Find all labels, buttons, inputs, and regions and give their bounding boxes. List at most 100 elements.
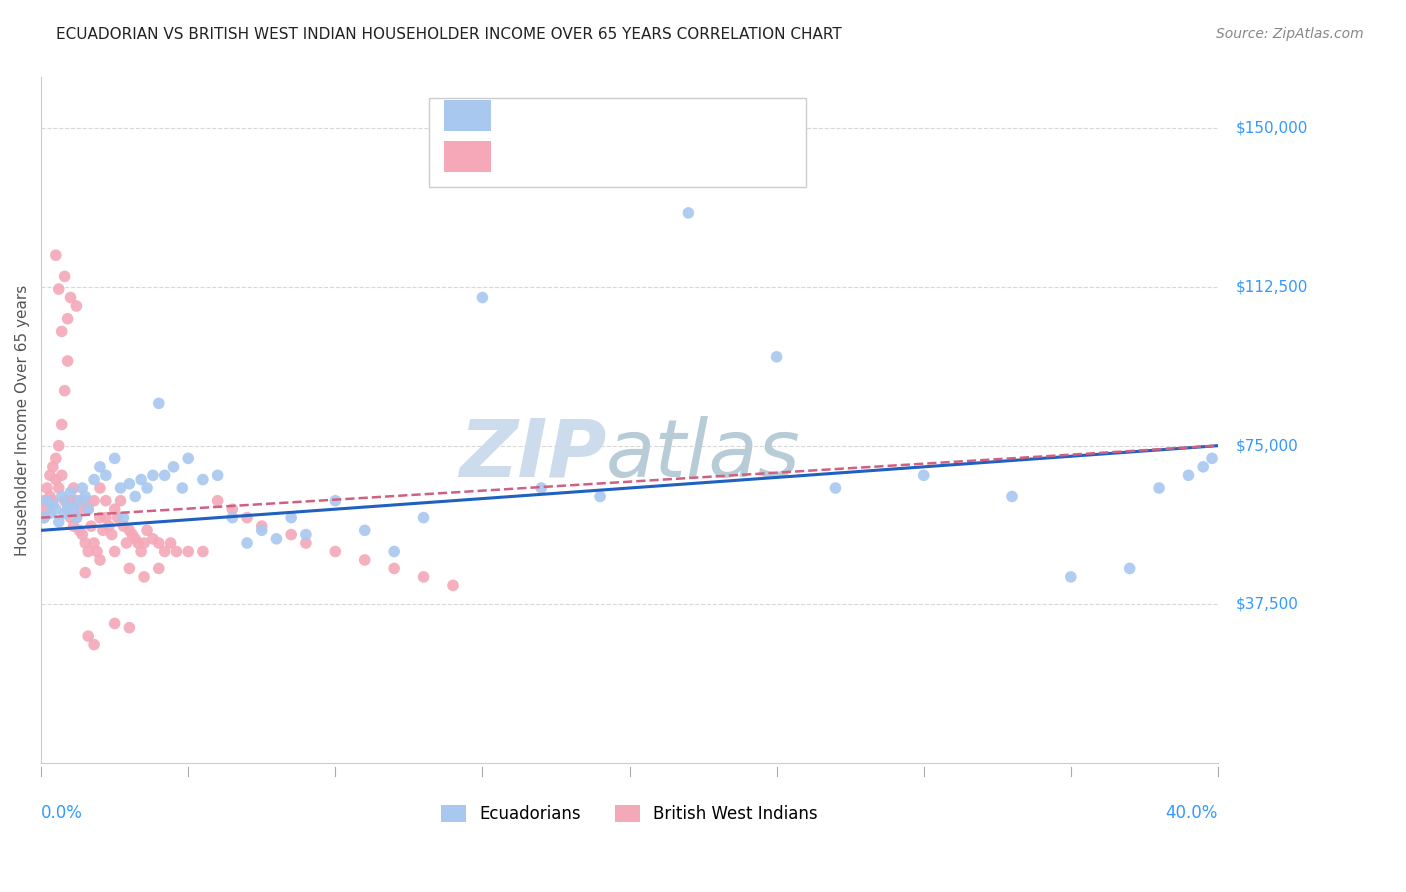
Legend: Ecuadorians, British West Indians: Ecuadorians, British West Indians [441, 805, 818, 823]
Point [162, 459, 184, 474]
Point [118, 621, 141, 635]
Point [80, 519, 103, 533]
Point [32, 493, 55, 508]
Point [32, 510, 55, 524]
Point [207, 468, 229, 483]
Point [353, 553, 375, 567]
Point [412, 570, 434, 584]
Point [441, 578, 464, 592]
Point [159, 536, 181, 550]
Point [207, 493, 229, 508]
Point [323, 493, 346, 508]
Point [75, 490, 97, 504]
Point [67, 493, 90, 508]
Point [94, 510, 117, 524]
Point [89, 510, 111, 524]
Point [45, 248, 67, 262]
Point [153, 468, 176, 483]
Point [32, 510, 55, 524]
Point [56, 498, 79, 512]
Point [124, 490, 146, 504]
Point [148, 396, 170, 410]
Point [45, 502, 67, 516]
Point [39, 507, 62, 521]
Point [142, 468, 165, 483]
Point [589, 490, 612, 504]
Point [221, 502, 243, 516]
Point [266, 532, 288, 546]
Point [94, 493, 117, 508]
Point [65, 510, 87, 524]
Point [765, 350, 787, 364]
Point [678, 206, 700, 220]
Point [280, 510, 302, 524]
Point [1177, 468, 1199, 483]
Point [112, 519, 135, 533]
Point [110, 493, 132, 508]
FancyBboxPatch shape [429, 98, 806, 187]
Point [1192, 459, 1215, 474]
Point [48, 282, 70, 296]
Point [39, 468, 62, 483]
Text: 0.0%: 0.0% [41, 805, 83, 822]
Point [67, 502, 90, 516]
Point [77, 502, 100, 516]
Point [42, 493, 65, 508]
Point [91, 524, 114, 538]
Y-axis label: Householder Income Over 65 years: Householder Income Over 65 years [15, 285, 30, 556]
Point [56, 502, 79, 516]
Point [45, 473, 67, 487]
Point [77, 544, 100, 558]
Point [530, 481, 553, 495]
Point [67, 524, 90, 538]
Point [471, 291, 494, 305]
Point [35, 502, 58, 516]
Point [221, 510, 243, 524]
Point [110, 481, 132, 495]
Point [295, 527, 318, 541]
Point [280, 527, 302, 541]
Point [39, 490, 62, 504]
Text: ZIP: ZIP [458, 416, 606, 493]
Point [72, 527, 94, 541]
Point [53, 493, 76, 508]
Point [148, 561, 170, 575]
Point [295, 536, 318, 550]
Text: R =  0.192   N = 58: R = 0.192 N = 58 [505, 106, 668, 124]
Point [62, 519, 84, 533]
Point [59, 485, 82, 500]
Text: atlas: atlas [606, 416, 801, 493]
Text: $75,000: $75,000 [1236, 438, 1298, 453]
Point [97, 519, 120, 533]
Point [65, 299, 87, 313]
Point [56, 311, 79, 326]
Point [112, 510, 135, 524]
Point [83, 473, 105, 487]
Point [83, 638, 105, 652]
Point [53, 384, 76, 398]
Point [323, 544, 346, 558]
Point [45, 451, 67, 466]
Point [83, 536, 105, 550]
Point [127, 536, 149, 550]
Point [104, 544, 127, 558]
Point [77, 629, 100, 643]
Text: 40.0%: 40.0% [1166, 805, 1218, 822]
Point [75, 493, 97, 508]
Point [136, 524, 159, 538]
Point [104, 451, 127, 466]
Point [75, 566, 97, 580]
Point [115, 536, 138, 550]
Point [89, 553, 111, 567]
Point [250, 519, 273, 533]
Point [1201, 451, 1223, 466]
Point [118, 561, 141, 575]
Point [35, 493, 58, 508]
Point [48, 439, 70, 453]
Point [191, 473, 214, 487]
Point [53, 507, 76, 521]
Point [153, 544, 176, 558]
FancyBboxPatch shape [443, 100, 491, 130]
Point [48, 481, 70, 495]
Point [89, 459, 111, 474]
